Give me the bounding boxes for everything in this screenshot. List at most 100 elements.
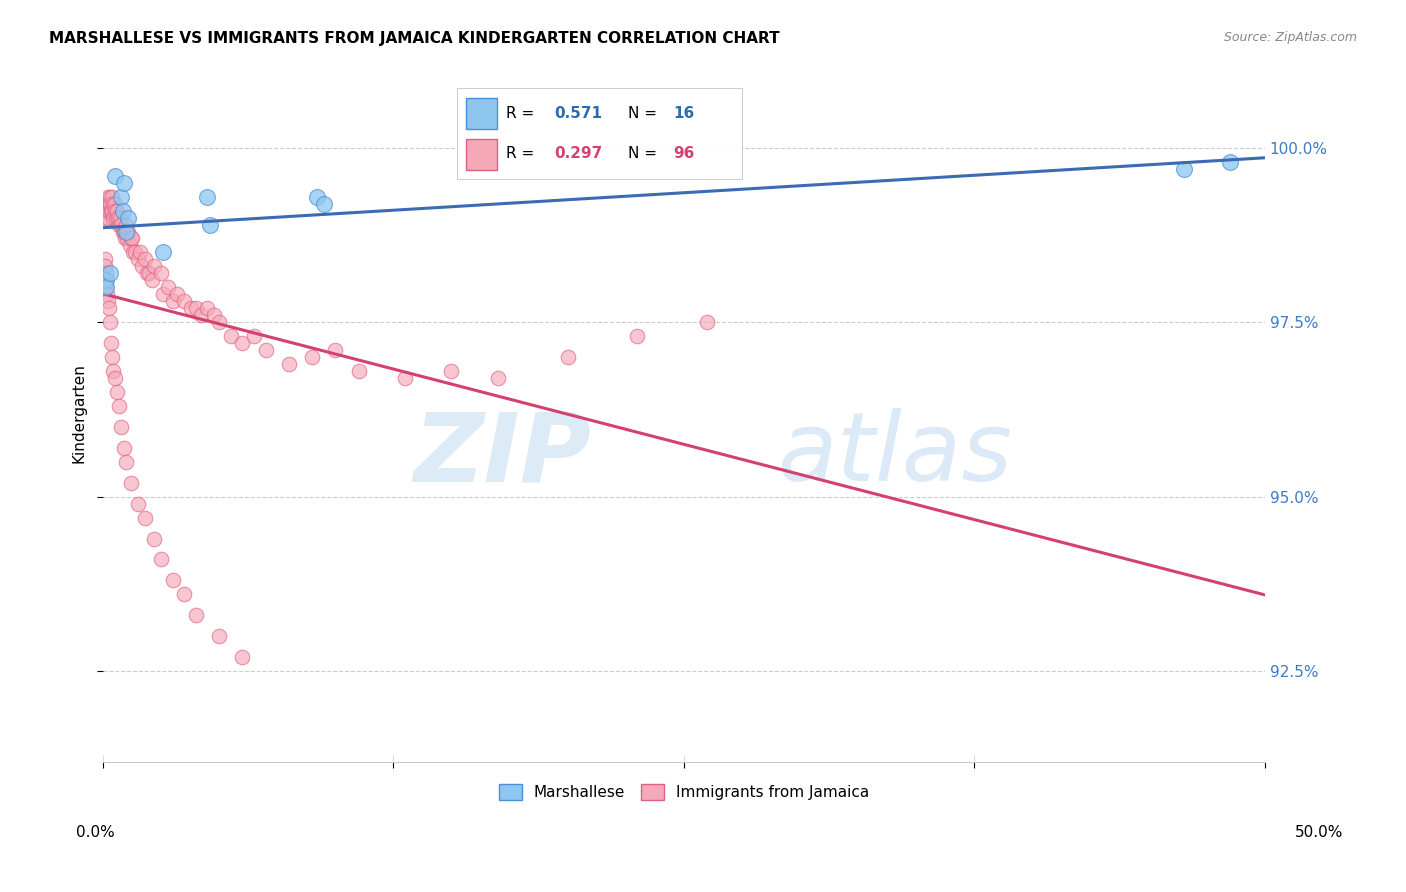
Point [152, 287, 174, 301]
Point [112, 225, 135, 239]
Point [110, 218, 132, 232]
Point [104, 211, 127, 225]
Point [117, 225, 139, 239]
Point [277, 357, 299, 371]
Point [143, 532, 166, 546]
Point [115, 225, 138, 239]
Point [115, 225, 138, 239]
Point [231, 336, 253, 351]
Point [394, 371, 416, 385]
Point [111, 225, 134, 239]
Point [486, 371, 509, 385]
Point [96, 189, 118, 203]
Point [219, 329, 242, 343]
Point [254, 343, 277, 358]
Point [173, 294, 195, 309]
Point [96, 203, 118, 218]
Point [100, 203, 122, 218]
Point [101, 211, 124, 225]
Point [108, 399, 131, 413]
Point [110, 189, 132, 203]
Point [94, 266, 117, 280]
Point [312, 196, 335, 211]
Point [110, 420, 132, 434]
Point [114, 231, 136, 245]
Point [101, 350, 124, 364]
Point [136, 266, 159, 280]
Point [120, 231, 142, 245]
Point [103, 364, 125, 378]
Point [138, 266, 160, 280]
Point [156, 280, 179, 294]
Point [94, 252, 117, 267]
Point [98, 196, 121, 211]
Point [94, 280, 117, 294]
Point [112, 441, 135, 455]
Point [323, 343, 346, 358]
Point [305, 189, 328, 203]
Point [111, 203, 134, 218]
Point [122, 245, 145, 260]
Point [105, 384, 128, 399]
Point [197, 301, 219, 316]
Point [97, 301, 120, 316]
Point [96, 294, 118, 309]
Point [96, 280, 118, 294]
Point [166, 287, 188, 301]
Point [103, 169, 125, 183]
Point [127, 497, 149, 511]
Point [98, 189, 121, 203]
Point [173, 587, 195, 601]
Point [301, 350, 323, 364]
Point [112, 176, 135, 190]
Point [131, 260, 153, 274]
Point [231, 650, 253, 665]
Point [626, 329, 648, 343]
Point [100, 203, 122, 218]
Point [110, 211, 132, 225]
Legend: Marshallese, Immigrants from Jamaica: Marshallese, Immigrants from Jamaica [492, 778, 875, 806]
Text: 0.0%: 0.0% [76, 825, 115, 840]
Point [184, 301, 207, 316]
Point [180, 301, 202, 316]
Text: atlas: atlas [778, 409, 1012, 501]
Text: Source: ZipAtlas.com: Source: ZipAtlas.com [1223, 31, 1357, 45]
Point [150, 266, 173, 280]
Point [1219, 154, 1241, 169]
Point [208, 315, 231, 329]
Point [103, 203, 125, 218]
Point [98, 203, 121, 218]
Point [115, 218, 138, 232]
Point [150, 552, 173, 566]
Point [127, 252, 149, 267]
Point [98, 266, 121, 280]
Point [117, 231, 139, 245]
Point [94, 211, 117, 225]
Point [96, 287, 118, 301]
Point [440, 364, 463, 378]
Point [120, 475, 142, 490]
Point [97, 196, 120, 211]
Point [103, 196, 125, 211]
Point [103, 196, 125, 211]
Text: ZIP: ZIP [413, 409, 591, 501]
Point [117, 211, 139, 225]
Point [129, 245, 152, 260]
Point [97, 211, 120, 225]
Y-axis label: Kindergarten: Kindergarten [72, 363, 86, 463]
Point [184, 608, 207, 623]
Point [162, 294, 184, 309]
Point [94, 260, 117, 274]
Point [96, 273, 118, 287]
Point [100, 336, 122, 351]
Point [124, 245, 146, 260]
Point [696, 315, 718, 329]
Point [190, 308, 212, 322]
Point [204, 308, 226, 322]
Point [152, 245, 174, 260]
Point [103, 371, 125, 385]
Point [107, 211, 129, 225]
Point [347, 364, 370, 378]
Text: MARSHALLESE VS IMMIGRANTS FROM JAMAICA KINDERGARTEN CORRELATION CHART: MARSHALLESE VS IMMIGRANTS FROM JAMAICA K… [49, 31, 780, 46]
Point [1173, 161, 1195, 176]
